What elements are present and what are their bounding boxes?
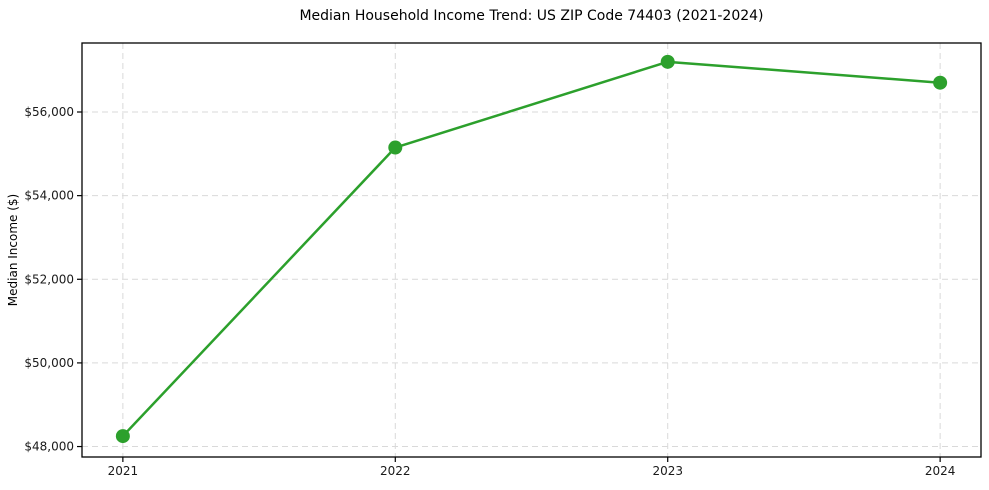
y-tick-label: $48,000 [24, 440, 74, 454]
data-point-2024 [933, 75, 948, 90]
trend-line [121, 60, 942, 438]
x-tick-label: 2022 [380, 464, 411, 478]
y-tick-label: $50,000 [24, 356, 74, 370]
data-point-2022 [388, 140, 403, 155]
y-tick-label: $56,000 [24, 105, 74, 119]
data-point-2021 [115, 429, 130, 444]
x-tick-label: 2021 [108, 464, 139, 478]
x-tick-label: 2023 [652, 464, 683, 478]
y-tick-label: $52,000 [24, 272, 74, 286]
axes-spines [81, 42, 982, 458]
y-tick-label: $54,000 [24, 189, 74, 203]
chart-title: Median Household Income Trend: US ZIP Co… [299, 8, 764, 24]
data-point-2023 [660, 54, 675, 69]
x-tick-label: 2024 [925, 464, 956, 478]
